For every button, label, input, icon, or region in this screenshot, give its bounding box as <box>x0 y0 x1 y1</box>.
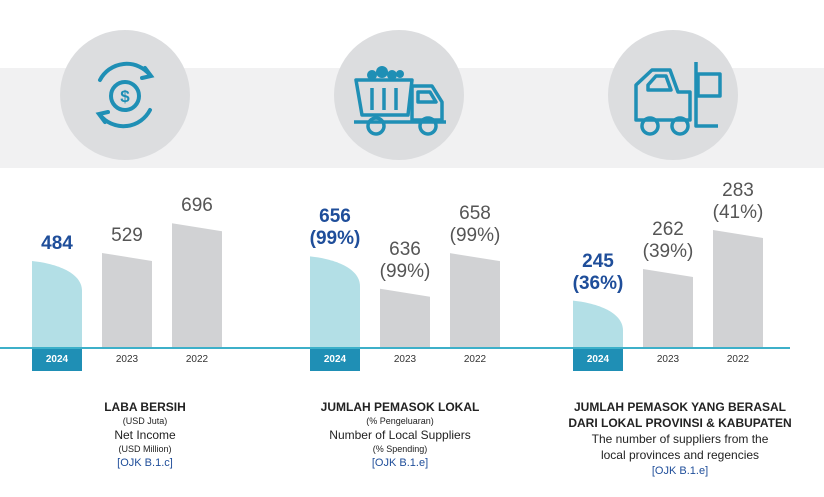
chart-3-bar-2022 <box>713 230 763 347</box>
panel-1-reference: [OJK B.1.c] <box>117 457 173 469</box>
chart-1-bar-2023 <box>102 252 152 347</box>
chart-1-year-2022: 2022 <box>185 354 209 365</box>
chart-2-value-label-2022: 658 (99%) <box>435 203 515 247</box>
chart-1-value-label-2022: 696 <box>181 195 213 217</box>
panel-1-icon-circle: $ <box>60 30 190 160</box>
panel-2-subtitle-en: (% Spending) <box>372 444 428 454</box>
chart-2-pct-label-2022: (99%) <box>449 225 501 247</box>
chart-1-year-2023: 2023 <box>115 354 139 365</box>
panel-3-title-en-line2: local provinces and regencies <box>600 448 760 462</box>
panel-2-reference: [OJK B.1.e] <box>371 457 429 469</box>
chart-1-value-label-2024: 484 <box>41 232 73 254</box>
chart-3-pct-label-2023: (39%) <box>642 241 694 262</box>
panel-2-title: JUMLAH PEMASOK LOKAL <box>320 400 480 414</box>
chart-3-value-label-2022: 283 (41%) <box>698 180 778 224</box>
chart-1-year-2024: 2024 <box>32 349 82 371</box>
chart-3-value-label-2023: 262 (39%) <box>628 219 708 263</box>
panel-2-icon-circle <box>334 30 464 160</box>
chart-1-bar-2024 <box>32 260 82 347</box>
panel-3-icon-circle <box>608 30 738 160</box>
chart-3-pct-label-2022: (41%) <box>712 202 764 223</box>
truck-icon <box>354 66 446 136</box>
panel-1-title-en: Net Income <box>114 428 176 442</box>
panel-1-title: LABA BERSIH <box>104 400 186 414</box>
chart-3-bar-2023 <box>643 269 693 347</box>
chart-3-year-2024: 2024 <box>573 349 623 371</box>
panel-1-label: LABA BERSIH (USD Juta) Net Income (USD M… <box>20 399 270 471</box>
chart-2-pct-label-2023: (99%) <box>379 260 431 282</box>
panel-1-subtitle-id: (USD Juta) <box>122 416 168 426</box>
chart-1-bar-2022 <box>172 223 222 347</box>
chart-2-year-2022: 2022 <box>463 354 487 365</box>
chart-2-bar-2022 <box>450 253 500 347</box>
chart-2-pct-label-2024: (99%) <box>309 228 361 250</box>
chart-3-bar-2024 <box>573 300 623 347</box>
forklift-icon <box>634 62 722 136</box>
chart-2-value-label-2024: 656 (99%) <box>295 206 375 250</box>
chart-3-value-label-2024: 245 (36%) <box>558 251 638 295</box>
panel-2-subtitle-id: (% Pengeluaran) <box>366 416 434 426</box>
svg-text:$: $ <box>120 87 130 106</box>
chart-2-value-label-2023: 636 (99%) <box>365 239 445 283</box>
panel-3-title: JUMLAH PEMASOK YANG BERASAL <box>573 400 787 414</box>
panel-3-title-line2: DARI LOKAL PROVINSI & KABUPATEN <box>568 416 792 430</box>
chart-2-year-2024: 2024 <box>310 349 360 371</box>
chart-3-year-2022: 2022 <box>726 354 750 365</box>
chart-3-year-2023: 2023 <box>656 354 680 365</box>
panel-1-subtitle-en: (USD Million) <box>118 444 172 454</box>
chart-2-bar-2023 <box>380 288 430 347</box>
panel-3-reference: [OJK B.1.e] <box>651 465 709 477</box>
chart-3-pct-label-2024: (36%) <box>572 272 624 294</box>
money-cycle-icon: $ <box>95 61 155 129</box>
chart-1-value-label-2023: 529 <box>111 224 143 246</box>
chart-2-bar-2024 <box>310 256 360 347</box>
chart-2-year-2023: 2023 <box>393 354 417 365</box>
panel-2-label: JUMLAH PEMASOK LOKAL (% Pengeluaran) Num… <box>290 399 510 471</box>
panel-2-title-en: Number of Local Suppliers <box>329 428 471 442</box>
panel-3-title-en: The number of suppliers from the <box>591 432 769 446</box>
chart-baseline <box>0 347 790 349</box>
panel-3-label: JUMLAH PEMASOK YANG BERASAL DARI LOKAL P… <box>540 399 820 479</box>
